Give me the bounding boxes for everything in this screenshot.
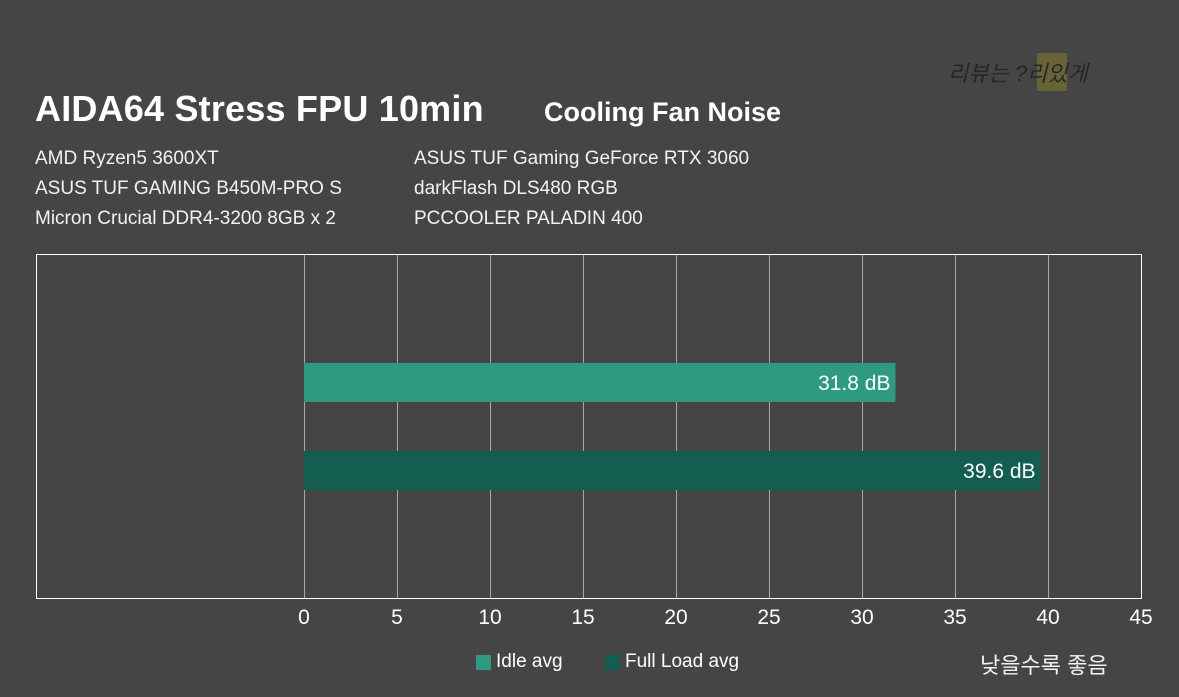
watermark: 리뷰는 ?리있게 bbox=[948, 61, 1088, 86]
spec-gpu: ASUS TUF Gaming GeForce RTX 3060 bbox=[414, 148, 750, 169]
x-tick-label: 5 bbox=[391, 606, 403, 629]
bar-full-load-avg bbox=[304, 451, 1041, 490]
legend-idle-label: Idle avg bbox=[496, 651, 563, 672]
spec-cooler: PCCOOLER PALADIN 400 bbox=[414, 208, 643, 229]
watermark-logo-box bbox=[1037, 53, 1067, 91]
x-tick-label: 30 bbox=[850, 606, 873, 629]
x-tick-label: 10 bbox=[478, 606, 501, 629]
bar-idle-avg bbox=[304, 363, 896, 402]
legend-full-load: Full Load avg bbox=[605, 651, 739, 673]
legend-idle: Idle avg bbox=[476, 651, 563, 673]
x-tick-label: 45 bbox=[1129, 606, 1152, 629]
x-tick-label: 40 bbox=[1036, 606, 1059, 629]
data-label-idle: 31.8 dB bbox=[818, 372, 890, 395]
chart-subtitle: Cooling Fan Noise bbox=[544, 97, 782, 127]
x-tick-label: 20 bbox=[664, 606, 687, 629]
spec-case: darkFlash DLS480 RGB bbox=[414, 178, 618, 199]
spec-memory: Micron Crucial DDR4-3200 8GB x 2 bbox=[35, 208, 336, 229]
legend-idle-swatch bbox=[476, 654, 491, 670]
plot-area-frame bbox=[36, 254, 1142, 599]
x-tick-label: 15 bbox=[571, 606, 594, 629]
x-tick-label: 0 bbox=[298, 606, 310, 629]
legend-full-load-label: Full Load avg bbox=[625, 651, 740, 672]
legend-full-load-swatch bbox=[605, 654, 620, 670]
spec-motherboard: ASUS TUF GAMING B450M-PRO S bbox=[35, 178, 342, 199]
x-tick-label: 25 bbox=[757, 606, 780, 629]
spec-cpu: AMD Ryzen5 3600XT bbox=[35, 148, 219, 169]
x-tick-label: 35 bbox=[943, 606, 966, 629]
chart-title: AIDA64 Stress FPU 10min bbox=[35, 88, 484, 129]
data-label-full-load: 39.6 dB bbox=[963, 460, 1035, 483]
lower-is-better-note: 낮을수록 좋음 bbox=[980, 653, 1108, 678]
